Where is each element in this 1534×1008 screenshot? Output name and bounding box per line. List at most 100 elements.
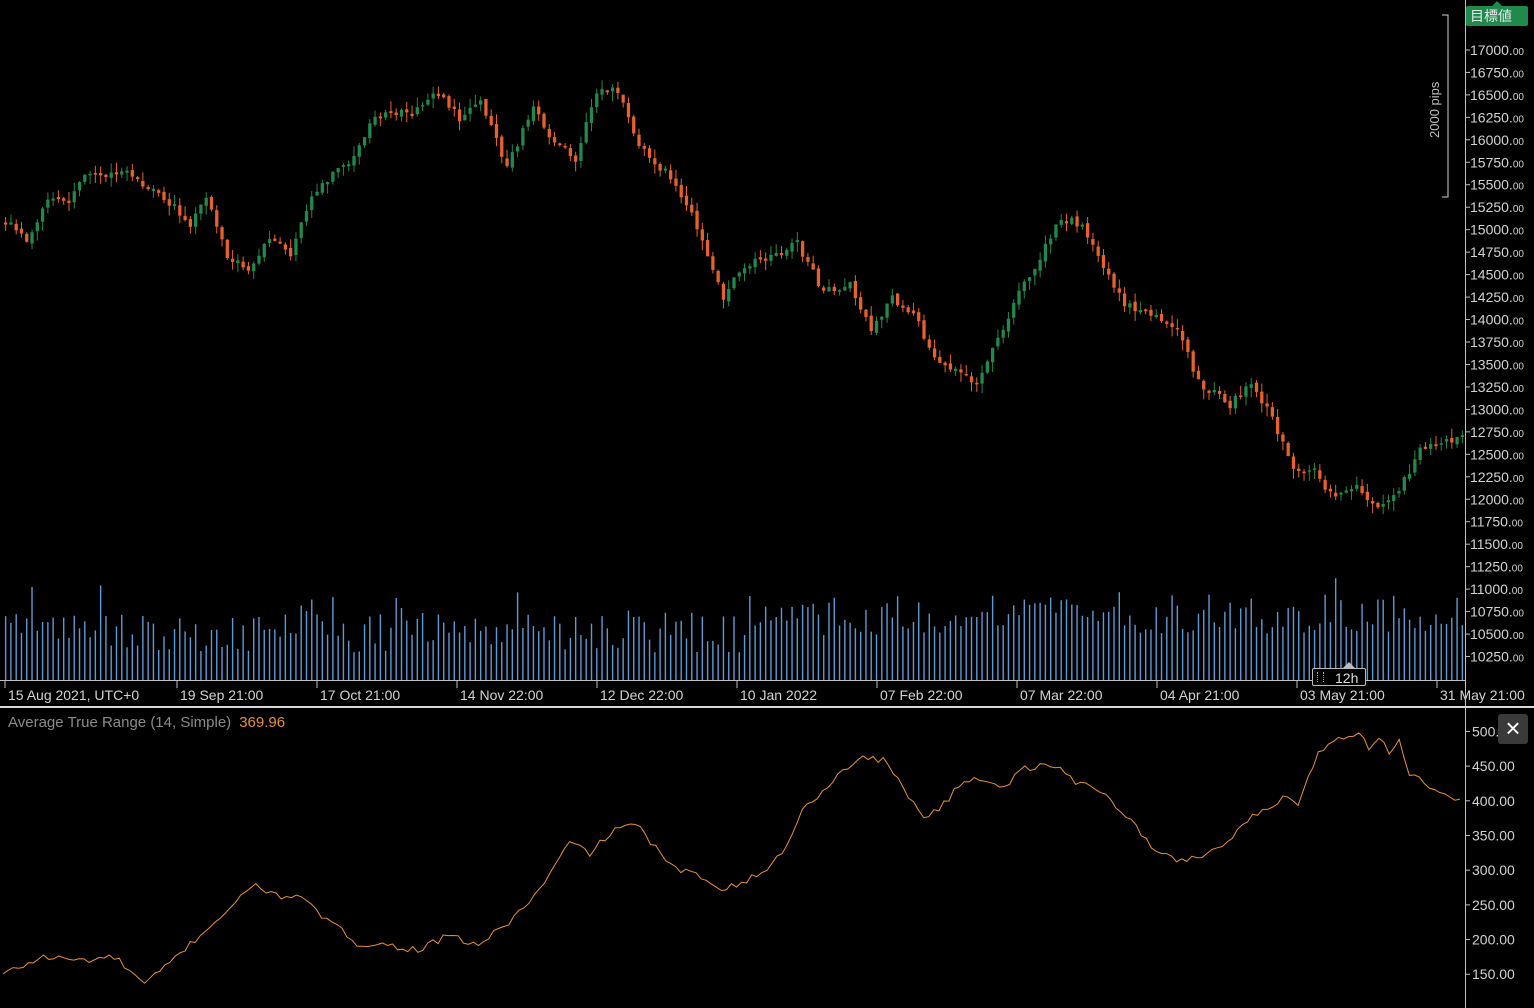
candle-body [996,337,1000,347]
candle-body [1085,223,1090,238]
candle-body [341,165,346,167]
candle-body [315,191,319,196]
candle-body [1091,239,1095,245]
candle-body [368,123,372,139]
candle-body [1318,470,1322,479]
candle-body [357,145,361,157]
candle-body [1186,339,1190,353]
candle-body [452,106,456,109]
candle-body [922,320,926,339]
candle-body [252,263,256,272]
candle-body [236,260,240,264]
candle-body [1144,309,1148,312]
candle-body [99,173,103,176]
candle-body [943,362,947,366]
price-tick-label: 16250.00 [1470,109,1524,125]
candle-body [431,93,435,99]
price-axis[interactable]: 17000.00 16750.00 16500.00 16250.00 16000.00… [1465,42,1524,665]
atr-tick-label: 400.00 [1472,793,1515,809]
timeframe-selector[interactable]: 12h [1312,662,1366,686]
price-tick-label: 12750.00 [1470,424,1524,440]
price-tick-label: 15500.00 [1470,177,1524,193]
candle-body [294,238,298,256]
candle-body [1460,435,1464,437]
price-tick-label: 11250.00 [1470,559,1523,575]
close-icon[interactable]: × [1498,714,1528,744]
candles [4,80,1464,515]
candle-body [1049,238,1053,245]
candle-body [785,249,789,256]
candle-body [262,243,266,258]
candle-body [574,155,578,162]
time-axis[interactable]: 15 Aug 2021, UTC+0 19 Sep 21:00 17 Oct 21:… [4,681,1525,703]
candle-body [447,96,451,108]
price-tick-label: 17000.00 [1470,42,1524,58]
candle-body [626,103,631,118]
target-value-badge[interactable]: 目標値 [1466,1,1528,26]
candle-body [230,258,235,262]
candle-body [289,247,293,257]
candle-body [711,256,715,270]
volume-bars [4,578,1464,680]
candle-body [1233,395,1238,409]
candle-body [674,178,678,186]
time-tick-label: 19 Sep 21:00 [180,687,264,703]
candle-body [1297,468,1301,471]
candle-body [990,347,995,363]
candle-body [172,204,177,207]
candle-body [1254,382,1259,392]
candle-body [579,143,583,161]
candle-body [399,109,404,117]
candle-body [542,113,546,128]
candle-body [1281,434,1285,442]
candle-body [130,170,134,177]
candle-body [1043,243,1048,262]
candle-body [563,145,567,148]
candle-body [394,112,398,116]
candle-body [901,305,905,308]
candle-body [800,241,805,257]
candle-body [1270,407,1274,417]
candle-body [753,258,757,268]
candle-body [1180,330,1185,341]
candle-body [980,372,984,384]
candle-body [906,307,910,313]
candle-body [505,158,509,167]
candle-body [1429,443,1433,449]
atr-axis[interactable]: 500.00450.00400.00350.00300.00250.00200.… [1465,723,1515,982]
candle-body [1122,293,1127,307]
candle-body [1133,301,1137,312]
candle-body [568,148,573,156]
candle-body [146,187,150,190]
candle-body [1006,318,1011,332]
candle-body [325,182,330,185]
candle-body [1239,395,1243,398]
candle-body [832,286,836,292]
candle-body [1455,436,1459,445]
candle-body [1291,456,1296,469]
timeframe-label: 12h [1335,670,1359,686]
candle-body [869,315,873,332]
candle-body [463,114,467,121]
candle-body [895,293,900,306]
time-tick-label: 15 Aug 2021, UTC+0 [8,687,139,703]
time-tick-label: 12 Dec 22:00 [600,687,683,703]
price-tick-label: 14750.00 [1470,244,1524,260]
candle-body [737,272,741,277]
candle-body [1307,470,1311,472]
candle-body [1228,400,1232,409]
candle-body [1275,416,1280,435]
candle-body [1017,290,1021,305]
candle-body [1149,309,1153,316]
time-tick-label: 07 Feb 22:00 [880,687,963,703]
candle-body [1450,437,1454,443]
price-tick-label: 10250.00 [1470,649,1524,665]
candle-body [1260,391,1264,404]
price-tick-label: 11750.00 [1470,514,1523,530]
candle-body [77,182,82,191]
candle-body [1381,503,1385,507]
candle-body [1012,302,1016,318]
candle-body [420,105,425,107]
